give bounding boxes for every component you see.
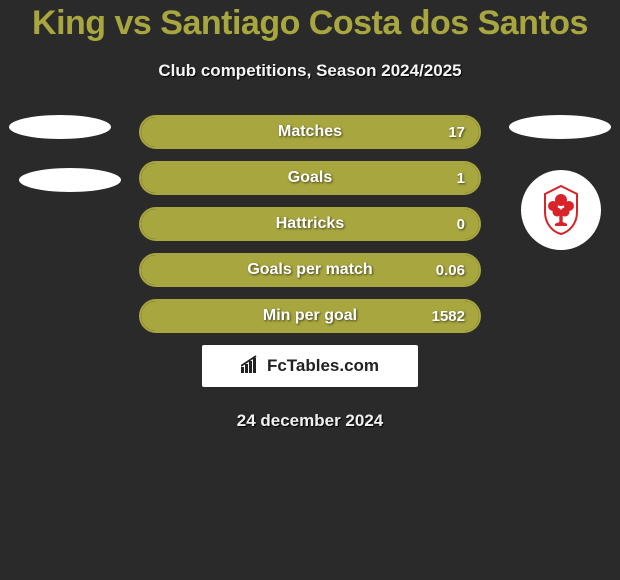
stat-value-right: 17 bbox=[448, 124, 465, 141]
stat-bar: Goals per match0.06 bbox=[139, 253, 481, 287]
comparison-area: Matches17 Goals1 Hattricks0 Goals per match… bbox=[0, 115, 620, 333]
stat-bar: Goals1 bbox=[139, 161, 481, 195]
brand-text: FcTables.com bbox=[267, 356, 379, 376]
stat-value-right: 1 bbox=[457, 170, 465, 187]
bars-icon bbox=[241, 355, 261, 378]
stat-bar: Matches17 bbox=[139, 115, 481, 149]
stat-label: Hattricks bbox=[141, 215, 479, 233]
subtitle: Club competitions, Season 2024/2025 bbox=[0, 61, 620, 81]
stat-label: Min per goal bbox=[141, 307, 479, 325]
nottingham-forest-crest-icon bbox=[533, 182, 589, 238]
left-player-badge-2 bbox=[19, 168, 121, 192]
right-player-badge-1 bbox=[509, 115, 611, 139]
stat-label: Goals bbox=[141, 169, 479, 187]
stat-label: Goals per match bbox=[141, 261, 479, 279]
page-title: King vs Santiago Costa dos Santos bbox=[0, 0, 620, 43]
stat-bar: Min per goal1582 bbox=[139, 299, 481, 333]
footer-date: 24 december 2024 bbox=[0, 411, 620, 431]
stat-value-right: 1582 bbox=[432, 308, 465, 325]
stat-value-right: 0.06 bbox=[436, 262, 465, 279]
stat-label: Matches bbox=[141, 123, 479, 141]
right-club-crest bbox=[521, 170, 601, 250]
stat-value-right: 0 bbox=[457, 216, 465, 233]
brand-box: FcTables.com bbox=[202, 345, 418, 387]
left-player-badge-1 bbox=[9, 115, 111, 139]
stat-bar: Hattricks0 bbox=[139, 207, 481, 241]
